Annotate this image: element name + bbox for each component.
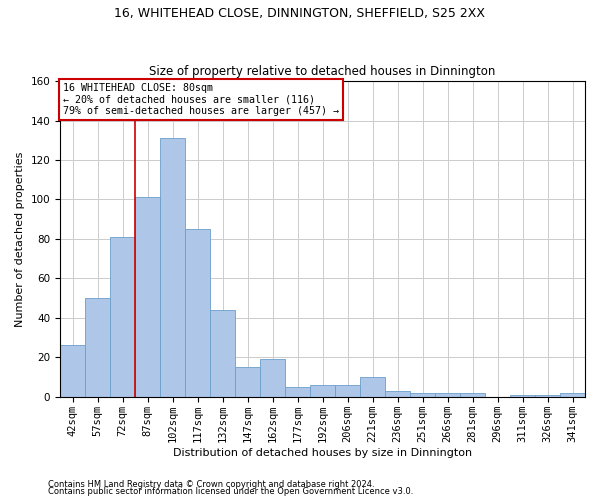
Text: Contains public sector information licensed under the Open Government Licence v3: Contains public sector information licen… — [48, 488, 413, 496]
Text: Contains HM Land Registry data © Crown copyright and database right 2024.: Contains HM Land Registry data © Crown c… — [48, 480, 374, 489]
Text: 16, WHITEHEAD CLOSE, DINNINGTON, SHEFFIELD, S25 2XX: 16, WHITEHEAD CLOSE, DINNINGTON, SHEFFIE… — [115, 8, 485, 20]
Text: 16 WHITEHEAD CLOSE: 80sqm
← 20% of detached houses are smaller (116)
79% of semi: 16 WHITEHEAD CLOSE: 80sqm ← 20% of detac… — [62, 82, 338, 116]
Bar — [260, 360, 285, 397]
Bar — [560, 393, 585, 397]
Bar — [160, 138, 185, 397]
Bar — [185, 229, 210, 397]
Bar — [510, 395, 535, 397]
Bar — [310, 385, 335, 397]
X-axis label: Distribution of detached houses by size in Dinnington: Distribution of detached houses by size … — [173, 448, 472, 458]
Bar — [410, 393, 435, 397]
Bar — [110, 237, 135, 397]
Bar — [235, 367, 260, 397]
Bar — [60, 346, 85, 397]
Bar — [535, 395, 560, 397]
Bar — [460, 393, 485, 397]
Bar — [385, 391, 410, 397]
Bar — [435, 393, 460, 397]
Bar — [135, 198, 160, 397]
Bar — [360, 377, 385, 397]
Bar — [285, 387, 310, 397]
Y-axis label: Number of detached properties: Number of detached properties — [15, 151, 25, 326]
Bar — [335, 385, 360, 397]
Bar — [85, 298, 110, 397]
Title: Size of property relative to detached houses in Dinnington: Size of property relative to detached ho… — [149, 66, 496, 78]
Bar — [210, 310, 235, 397]
